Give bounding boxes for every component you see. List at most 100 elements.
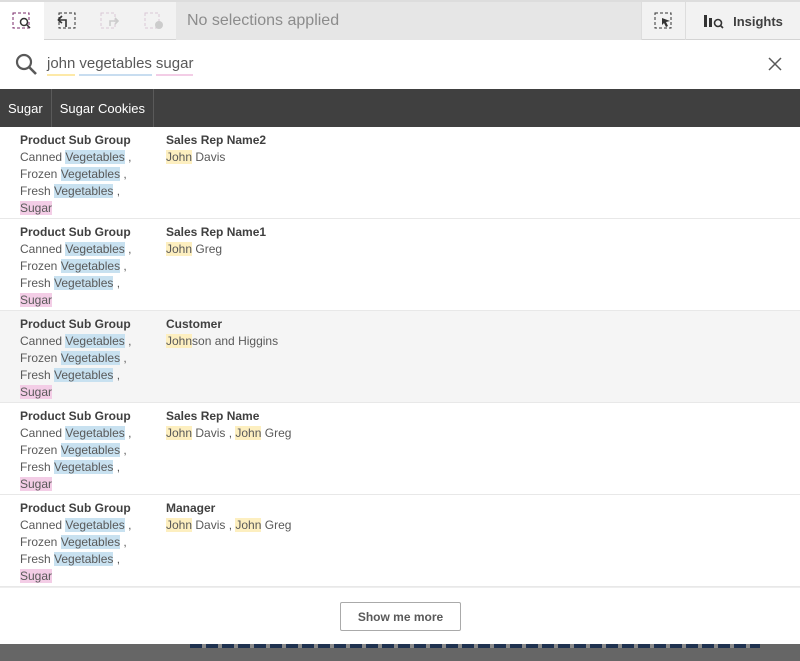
show-more-button[interactable]: Show me more — [340, 602, 461, 631]
value-text: , — [120, 351, 127, 365]
field-value[interactable]: Sugar — [20, 384, 166, 401]
selection-tool-icon — [654, 12, 671, 29]
suggestion-chip[interactable]: Sugar — [0, 89, 52, 127]
field-value[interactable]: Canned Vegetables , — [20, 333, 166, 350]
value-text: , — [124, 242, 132, 256]
result-field: Product Sub Group Canned Vegetables , Froz… — [20, 500, 166, 586]
value-text: Greg — [192, 242, 223, 256]
background-strip — [190, 644, 760, 648]
match-highlight: Vegetables — [60, 535, 121, 549]
value-text: , — [113, 276, 121, 290]
value-text: Frozen — [20, 351, 61, 365]
value-text: Canned — [20, 242, 66, 256]
value-text: Canned — [20, 426, 66, 440]
close-icon[interactable] — [768, 57, 782, 71]
selection-tool-button[interactable] — [641, 2, 685, 40]
field-value[interactable]: Canned Vegetables , — [20, 241, 166, 258]
match-highlight: Vegetables — [54, 552, 114, 566]
step-back-button[interactable] — [44, 2, 88, 40]
search-icon — [15, 53, 37, 75]
match-highlight: John — [166, 426, 193, 440]
field-value[interactable]: Frozen Vegetables , — [20, 534, 166, 551]
field-value[interactable]: Frozen Vegetables , — [20, 166, 166, 183]
search-term: sugar — [155, 55, 194, 76]
value-text: Davis , — [192, 518, 236, 532]
step-forward-button[interactable] — [88, 2, 132, 40]
suggestion-chips: Sugar Sugar Cookies — [0, 89, 800, 127]
result-field: Product Sub Group Canned Vegetables , Froz… — [20, 132, 166, 218]
result-field: Product Sub Group Canned Vegetables , Froz… — [20, 408, 166, 494]
value-text: , — [124, 518, 132, 532]
field-value[interactable]: Sugar — [20, 568, 166, 585]
match-highlight: Vegetables — [65, 334, 125, 348]
field-label: Sales Rep Name2 — [166, 133, 267, 147]
clear-selections-button[interactable] — [132, 2, 176, 40]
match-highlight: John — [166, 518, 193, 532]
match-highlight: Sugar — [20, 385, 53, 399]
value-text: Canned — [20, 150, 66, 164]
result-field: Customer Johnson and Higgins — [166, 316, 278, 402]
field-label: Product Sub Group — [20, 225, 131, 239]
field-value[interactable]: Canned Vegetables , — [20, 517, 166, 534]
result-row[interactable]: Product Sub Group Canned Vegetables , Froz… — [0, 127, 800, 219]
field-value[interactable]: Fresh Vegetables , — [20, 275, 166, 292]
field-value[interactable]: John Greg — [166, 241, 266, 258]
step-forward-icon — [100, 12, 120, 29]
value-text: Frozen — [20, 259, 61, 273]
result-field: Sales Rep Name1 John Greg — [166, 224, 266, 310]
value-text: Fresh — [20, 184, 55, 198]
value-text: , — [113, 552, 121, 566]
result-row[interactable]: Product Sub Group Canned Vegetables , Froz… — [0, 495, 800, 587]
insights-button[interactable]: Insights — [685, 2, 800, 40]
value-text: , — [120, 259, 127, 273]
result-field: Product Sub Group Canned Vegetables , Froz… — [20, 316, 166, 402]
value-text: Frozen — [20, 443, 61, 457]
field-value[interactable]: Sugar — [20, 292, 166, 309]
field-value[interactable]: Canned Vegetables , — [20, 425, 166, 442]
selections-bar[interactable]: No selections applied — [176, 2, 641, 40]
step-back-icon — [57, 12, 76, 29]
search-input[interactable]: john vegetables sugar — [47, 55, 197, 76]
search-bar[interactable]: john vegetables sugar — [0, 40, 800, 89]
value-text: , — [120, 167, 127, 181]
field-label: Product Sub Group — [20, 501, 131, 515]
field-value[interactable]: Sugar — [20, 200, 166, 217]
field-label: Customer — [166, 317, 223, 331]
match-highlight: Sugar — [20, 477, 53, 491]
result-row[interactable]: Product Sub Group Canned Vegetables , Froz… — [0, 311, 800, 403]
result-field: Manager John Davis , John Greg — [166, 500, 291, 586]
field-value[interactable]: Fresh Vegetables , — [20, 459, 166, 476]
field-label: Sales Rep Name1 — [166, 225, 267, 239]
suggestion-chip[interactable]: Sugar Cookies — [52, 89, 154, 127]
field-value[interactable]: John Davis , John Greg — [166, 425, 291, 442]
value-text: Davis , — [192, 426, 236, 440]
value-text: Fresh — [20, 460, 55, 474]
smart-search-button[interactable] — [0, 2, 44, 40]
field-value[interactable]: Fresh Vegetables , — [20, 551, 166, 568]
value-text: Greg — [261, 426, 292, 440]
field-value[interactable]: Frozen Vegetables , — [20, 258, 166, 275]
field-value[interactable]: Johnson and Higgins — [166, 333, 278, 350]
field-label: Product Sub Group — [20, 317, 131, 331]
field-value[interactable]: Frozen Vegetables , — [20, 350, 166, 367]
field-value[interactable]: Canned Vegetables , — [20, 149, 166, 166]
field-value[interactable]: John Davis — [166, 149, 266, 166]
field-value[interactable]: Fresh Vegetables , — [20, 367, 166, 384]
field-label: Product Sub Group — [20, 133, 131, 147]
field-value[interactable]: Frozen Vegetables , — [20, 442, 166, 459]
result-row[interactable]: Product Sub Group Canned Vegetables , Froz… — [0, 403, 800, 495]
selections-text: No selections applied — [187, 12, 340, 29]
value-text: Greg — [261, 518, 292, 532]
match-highlight: John — [166, 334, 193, 348]
result-row[interactable]: Product Sub Group Canned Vegetables , Froz… — [0, 219, 800, 311]
match-highlight: John — [166, 150, 193, 164]
field-value[interactable]: Sugar — [20, 476, 166, 493]
show-more-area: Show me more — [0, 587, 800, 644]
match-highlight: Vegetables — [65, 242, 125, 256]
match-highlight: Sugar — [20, 293, 53, 307]
match-highlight: Vegetables — [60, 443, 121, 457]
match-highlight: Sugar — [20, 201, 53, 215]
field-value[interactable]: Fresh Vegetables , — [20, 183, 166, 200]
value-text: , — [124, 334, 132, 348]
field-value[interactable]: John Davis , John Greg — [166, 517, 291, 534]
